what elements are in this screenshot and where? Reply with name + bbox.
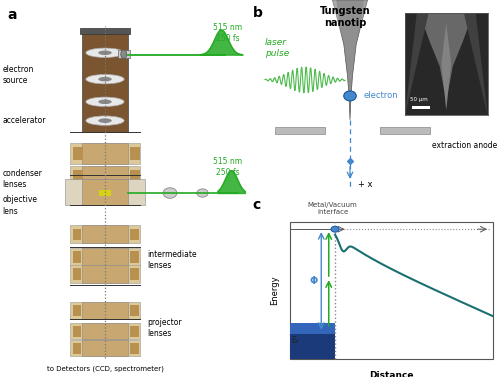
Bar	[290, 322, 335, 334]
Polygon shape	[442, 23, 451, 110]
Bar	[82, 302, 128, 319]
Text: Distance: Distance	[369, 371, 414, 377]
Bar	[72, 305, 81, 316]
Bar	[130, 251, 139, 263]
Polygon shape	[354, 0, 368, 70]
Polygon shape	[418, 8, 475, 110]
Text: b: b	[252, 6, 262, 20]
Ellipse shape	[163, 188, 177, 198]
Bar	[98, 190, 111, 196]
Text: Tungsten
nanotip: Tungsten nanotip	[320, 6, 370, 28]
Bar	[80, 28, 130, 34]
Bar	[72, 229, 81, 240]
Text: + x: + x	[358, 180, 372, 189]
Bar	[70, 302, 140, 319]
Polygon shape	[332, 0, 368, 120]
Text: electron: electron	[364, 91, 398, 100]
Bar	[290, 222, 492, 359]
Polygon shape	[332, 0, 345, 70]
Circle shape	[121, 50, 127, 59]
Bar	[82, 179, 128, 205]
Text: electron
source: electron source	[2, 65, 34, 86]
Bar	[70, 225, 140, 243]
Polygon shape	[463, 8, 487, 115]
Ellipse shape	[197, 189, 208, 197]
Bar	[82, 225, 128, 243]
Bar	[82, 340, 128, 356]
Bar	[130, 326, 139, 337]
Text: Metal/Vacuum
interface: Metal/Vacuum interface	[308, 202, 358, 215]
Bar	[118, 50, 130, 58]
Bar	[82, 323, 128, 339]
Bar	[82, 248, 128, 266]
Bar	[65, 179, 145, 205]
Text: condenser
lenses: condenser lenses	[2, 169, 42, 189]
Text: 50 μm: 50 μm	[410, 97, 428, 102]
Bar	[82, 265, 128, 283]
Bar	[72, 147, 83, 160]
Bar	[72, 326, 81, 337]
Text: to Detectors (CCD, spectrometer): to Detectors (CCD, spectrometer)	[46, 366, 164, 372]
Bar	[72, 343, 81, 354]
Bar	[70, 248, 140, 266]
Bar	[130, 170, 140, 183]
Bar	[72, 268, 81, 280]
Polygon shape	[405, 8, 430, 115]
Bar	[70, 143, 140, 164]
Bar	[70, 166, 140, 187]
Ellipse shape	[98, 118, 112, 123]
Text: extraction anode: extraction anode	[432, 141, 498, 150]
Text: a: a	[8, 8, 17, 21]
Ellipse shape	[86, 116, 124, 125]
Bar	[82, 30, 128, 132]
Bar	[275, 127, 325, 134]
Bar	[70, 265, 140, 283]
Ellipse shape	[86, 97, 124, 107]
Bar	[130, 147, 140, 160]
Ellipse shape	[98, 77, 112, 81]
Ellipse shape	[86, 48, 124, 58]
Bar	[290, 333, 335, 359]
Bar	[82, 166, 128, 187]
Bar	[380, 127, 430, 134]
Text: Eₑ: Eₑ	[291, 336, 299, 345]
Ellipse shape	[98, 51, 112, 55]
Text: Energy: Energy	[270, 275, 280, 305]
Bar	[72, 170, 83, 183]
Bar	[130, 268, 139, 280]
Text: laser
pulse: laser pulse	[265, 38, 289, 58]
Bar	[82, 143, 128, 164]
Text: Φ: Φ	[309, 276, 318, 286]
Bar	[72, 251, 81, 263]
Bar	[130, 343, 139, 354]
Text: 515 nm
250 fs: 515 nm 250 fs	[213, 157, 242, 177]
Bar	[70, 340, 140, 356]
Text: accelerator: accelerator	[2, 116, 46, 125]
Text: intermediate
lenses: intermediate lenses	[148, 250, 197, 270]
Ellipse shape	[86, 75, 124, 84]
Circle shape	[344, 91, 356, 101]
Text: 515 nm
250 fs: 515 nm 250 fs	[213, 23, 242, 43]
Text: c: c	[252, 198, 261, 212]
Bar	[130, 229, 139, 240]
Bar	[130, 305, 139, 316]
Text: objective
lens: objective lens	[2, 195, 37, 216]
Ellipse shape	[98, 100, 112, 104]
Bar	[70, 323, 140, 339]
Circle shape	[331, 226, 339, 232]
Text: projector
lenses: projector lenses	[148, 318, 182, 338]
Bar	[412, 106, 430, 109]
